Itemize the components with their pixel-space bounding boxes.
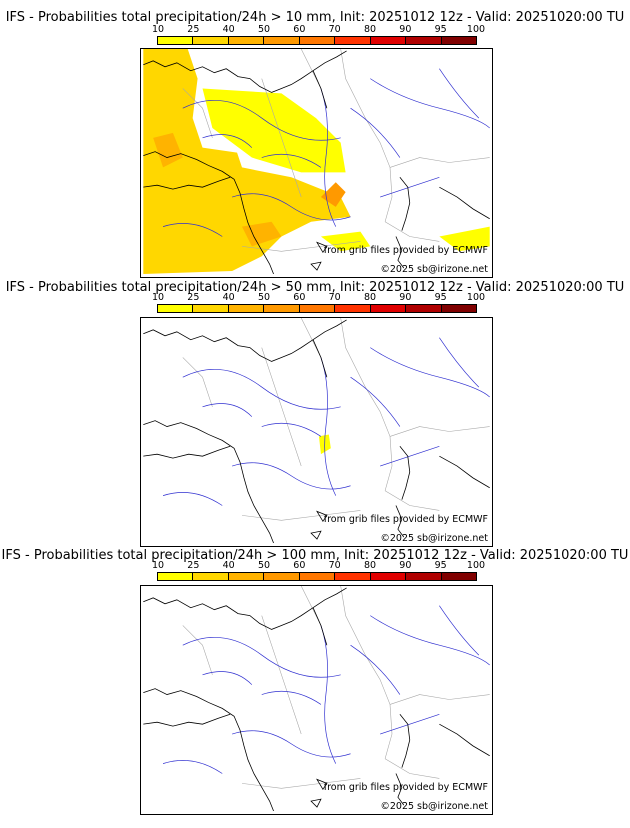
colorbar-tick-label: 70: [328, 292, 341, 303]
colorbar-tick-label: 90: [399, 560, 412, 571]
credit-copyright: ©2025 sb@irizone.net: [380, 264, 488, 275]
admin-borders: [182, 49, 490, 252]
colorbar: 10 25 40 50 60 70 80 90 95 100: [152, 560, 485, 590]
colorbar-labels: 10 25 40 50 60 70 80 90 95 100: [152, 292, 485, 303]
panel-50mm: IFS - Probabilities total precipitation/…: [0, 270, 630, 547]
precip-area: [153, 132, 183, 168]
colorbar-tick-label: 95: [434, 24, 447, 35]
colorbar-tick-label: 50: [257, 560, 271, 571]
colorbar-tick-label: 100: [466, 24, 486, 35]
precip-area: [320, 231, 371, 252]
credit-copyright: ©2025 sb@irizone.net: [380, 801, 488, 812]
colorbar-bin: [370, 37, 407, 44]
colorbar-tick-label: 80: [363, 292, 377, 303]
coastline: [143, 587, 490, 811]
credit-source: from grib files provided by ECMWF: [323, 245, 488, 256]
panel-title: IFS - Probabilities total precipitation/…: [5, 280, 625, 295]
credit-source: from grib files provided by ECMWF: [323, 514, 488, 525]
colorbar-bin: [335, 305, 371, 312]
colorbar-bin: [335, 573, 371, 580]
colorbar-bin: [264, 37, 300, 44]
rivers: [162, 337, 490, 506]
precip-map: from grib files provided by ECMWF ©2025 …: [140, 585, 493, 815]
colorbar-strip: [157, 304, 477, 313]
colorbar-tick-label: 50: [257, 24, 271, 35]
precip-map: from grib files provided by ECMWF ©2025 …: [140, 317, 493, 547]
colorbar-bin: [158, 37, 194, 44]
colorbar-tick-label: 70: [328, 24, 341, 35]
rivers: [162, 68, 490, 237]
colorbar-bin: [406, 573, 442, 580]
colorbar-tick-label: 95: [434, 560, 447, 571]
colorbar-bin: [299, 37, 336, 44]
colorbar-tick-label: 80: [363, 24, 377, 35]
colorbar-tick-label: 25: [187, 560, 200, 571]
colorbar-bin: [193, 305, 229, 312]
coastline: [143, 319, 490, 543]
precip-area: [439, 226, 490, 252]
admin-borders: [182, 318, 490, 521]
colorbar-tick-label: 10: [151, 292, 165, 303]
colorbar-tick-label: 100: [466, 560, 486, 571]
colorbar-bin: [406, 305, 442, 312]
colorbar-tick-label: 50: [257, 292, 271, 303]
colorbar-bin: [299, 305, 336, 312]
colorbar-bin: [264, 573, 300, 580]
colorbar-bin: [264, 305, 300, 312]
credit-copyright: ©2025 sb@irizone.net: [380, 533, 488, 544]
credit-source: from grib files provided by ECMWF: [323, 782, 488, 793]
panel-10mm: IFS - Probabilities total precipitation/…: [0, 0, 630, 278]
colorbar-bin: [228, 305, 265, 312]
colorbar-bin: [193, 37, 229, 44]
colorbar-bin: [228, 573, 265, 580]
precip-map: from grib files provided by ECMWF ©2025 …: [140, 48, 493, 278]
colorbar: 10 25 40 50 60 70 80 90 95 100: [152, 292, 485, 322]
coastline: [143, 50, 490, 274]
colorbar-bin: [370, 305, 407, 312]
colorbar-bin: [406, 37, 442, 44]
colorbar-bin: [370, 573, 407, 580]
admin-borders: [182, 586, 490, 789]
colorbar-tick-label: 10: [151, 24, 165, 35]
colorbar-labels: 10 25 40 50 60 70 80 90 95 100: [152, 560, 485, 571]
colorbar-tick-label: 80: [363, 560, 377, 571]
panel-title: IFS - Probabilities total precipitation/…: [5, 10, 625, 25]
colorbar-bin: [441, 573, 476, 580]
colorbar-bin: [441, 37, 476, 44]
colorbar-bin: [158, 573, 194, 580]
colorbar-tick-label: 25: [187, 292, 200, 303]
panel-title: IFS - Probabilities total precipitation/…: [1, 548, 629, 563]
colorbar-tick-label: 60: [293, 292, 306, 303]
colorbar-strip: [157, 572, 477, 581]
colorbar-bin: [158, 305, 194, 312]
colorbar-tick-label: 40: [222, 560, 235, 571]
map-canvas: [143, 318, 490, 543]
map-canvas: [143, 49, 490, 274]
colorbar-strip: [157, 36, 477, 45]
colorbar-bin: [299, 573, 336, 580]
colorbar-tick-label: 90: [399, 292, 412, 303]
panel-100mm: IFS - Probabilities total precipitation/…: [0, 540, 630, 815]
colorbar: 10 25 40 50 60 70 80 90 95 100: [152, 24, 485, 54]
colorbar-tick-label: 95: [434, 292, 447, 303]
map-canvas: [143, 586, 490, 811]
colorbar-tick-label: 60: [293, 560, 306, 571]
colorbar-labels: 10 25 40 50 60 70 80 90 95 100: [152, 24, 485, 35]
colorbar-tick-label: 70: [328, 560, 341, 571]
colorbar-bin: [441, 305, 476, 312]
colorbar-bin: [335, 37, 371, 44]
colorbar-tick-label: 100: [466, 292, 486, 303]
colorbar-bin: [228, 37, 265, 44]
colorbar-tick-label: 25: [187, 24, 200, 35]
colorbar-tick-label: 90: [399, 24, 412, 35]
colorbar-tick-label: 40: [222, 292, 235, 303]
precip-area: [143, 49, 351, 274]
precip-area: [202, 88, 346, 173]
rivers: [162, 605, 490, 774]
colorbar-tick-label: 10: [151, 560, 165, 571]
colorbar-bin: [193, 573, 229, 580]
colorbar-tick-label: 60: [293, 24, 306, 35]
precip-area: [241, 221, 282, 247]
colorbar-tick-label: 40: [222, 24, 235, 35]
